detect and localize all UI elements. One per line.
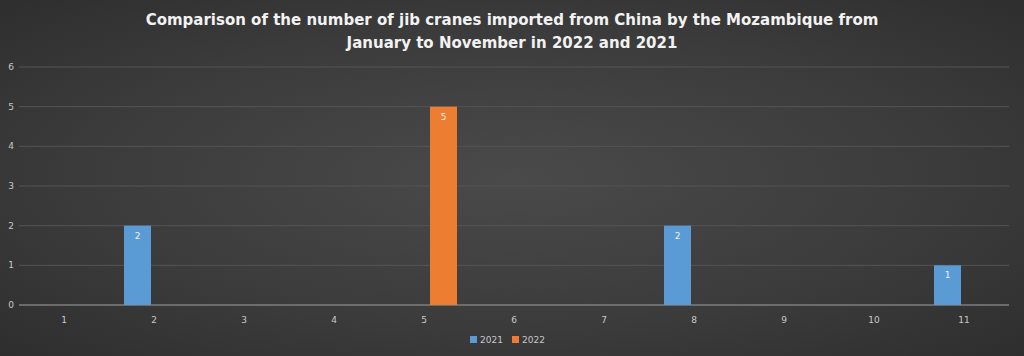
x-tick-label: 7 [601,315,607,325]
x-tick-label: 8 [691,315,697,325]
x-axis [19,305,1009,306]
grid-line [19,106,1009,107]
x-tick-label: 10 [868,315,880,325]
grid-line [19,265,1009,266]
bars [124,107,961,305]
y-tick-label: 5 [8,102,14,112]
x-tick-label: 9 [781,315,787,325]
grid-line [19,305,1009,306]
x-tick-label: 2 [151,315,157,325]
y-tick-label: 4 [8,141,14,151]
grid-line [19,186,1009,187]
legend-swatch [512,336,519,343]
bar [934,265,961,305]
grid-line [19,225,1009,226]
legend-label: 2021 [480,335,503,345]
legend: 2021 2022 [470,335,545,345]
y-tick-label: 0 [8,300,14,310]
x-tick-label: 4 [331,315,337,325]
data-label: 2 [135,231,141,241]
grid-line [19,67,1009,68]
x-tick-label: 1 [61,315,67,325]
plot: 0 1 2 3 4 5 6 1 2 3 4 5 6 7 8 9 10 11 2 2 1 5 2021 2022 [0,0,1024,356]
legend-label: 2022 [522,335,545,345]
x-tick-label: 3 [241,315,247,325]
x-tick-label: 11 [958,315,969,325]
bar [664,226,691,305]
data-label: 1 [945,270,951,280]
y-tick-label: 6 [8,62,14,72]
y-tick-label: 3 [8,181,14,191]
title: Comparison of the number of jib cranes i… [112,9,912,55]
grid-line [19,146,1009,147]
bar [430,107,457,305]
y-tick-label: 1 [8,260,14,270]
legend-swatch [470,336,477,343]
x-tick-label: 6 [511,315,517,325]
bar [124,226,151,305]
data-label: 2 [675,231,681,241]
chart: Comparison of the number of jib cranes i… [0,0,1024,356]
x-tick-label: 5 [421,315,427,325]
data-label: 5 [441,112,447,122]
y-tick-label: 2 [8,221,14,231]
